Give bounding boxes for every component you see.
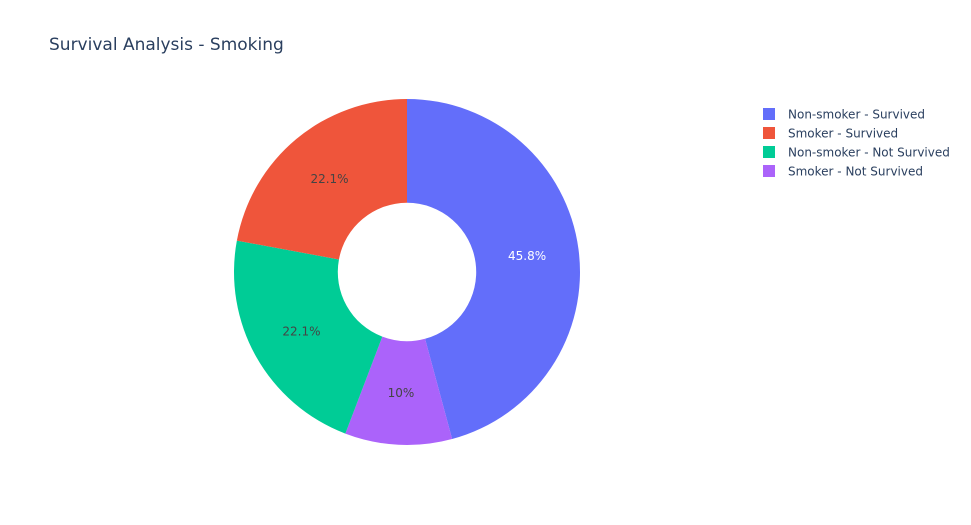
chart-title: Survival Analysis - Smoking (49, 35, 284, 55)
legend-swatch (763, 127, 775, 139)
legend-swatch (763, 108, 775, 120)
legend-item-non-smoker-survived[interactable]: Non-smoker - Survived (763, 108, 925, 122)
legend-label: Non-smoker - Not Survived (788, 146, 950, 160)
slice-non-smoker-survived[interactable] (407, 99, 580, 440)
legend-item-smoker-not-survived[interactable]: Smoker - Not Survived (763, 165, 923, 179)
legend: Non-smoker - Survived Smoker - Survived No… (763, 108, 950, 179)
donut-chart: 45.8% 10% 22.1% 22.1% (234, 98, 580, 445)
slice-non-smoker-not-survived[interactable] (234, 240, 383, 434)
legend-label: Smoker - Survived (788, 127, 898, 141)
legend-swatch (763, 165, 775, 177)
slice-label-non-smoker-not-survived: 22.1% (282, 324, 320, 338)
legend-swatch (763, 146, 775, 158)
slice-label-smoker-not-survived: 10% (388, 386, 415, 400)
slice-smoker-survived[interactable] (236, 98, 407, 260)
slice-smoker-not-survived[interactable] (345, 336, 453, 445)
slice-label-smoker-survived: 22.1% (310, 172, 348, 186)
legend-item-non-smoker-not-survived[interactable]: Non-smoker - Not Survived (763, 146, 950, 160)
legend-label: Non-smoker - Survived (788, 108, 925, 122)
legend-label: Smoker - Not Survived (788, 165, 923, 179)
legend-item-smoker-survived[interactable]: Smoker - Survived (763, 127, 898, 141)
slice-label-non-smoker-survived: 45.8% (508, 249, 546, 263)
